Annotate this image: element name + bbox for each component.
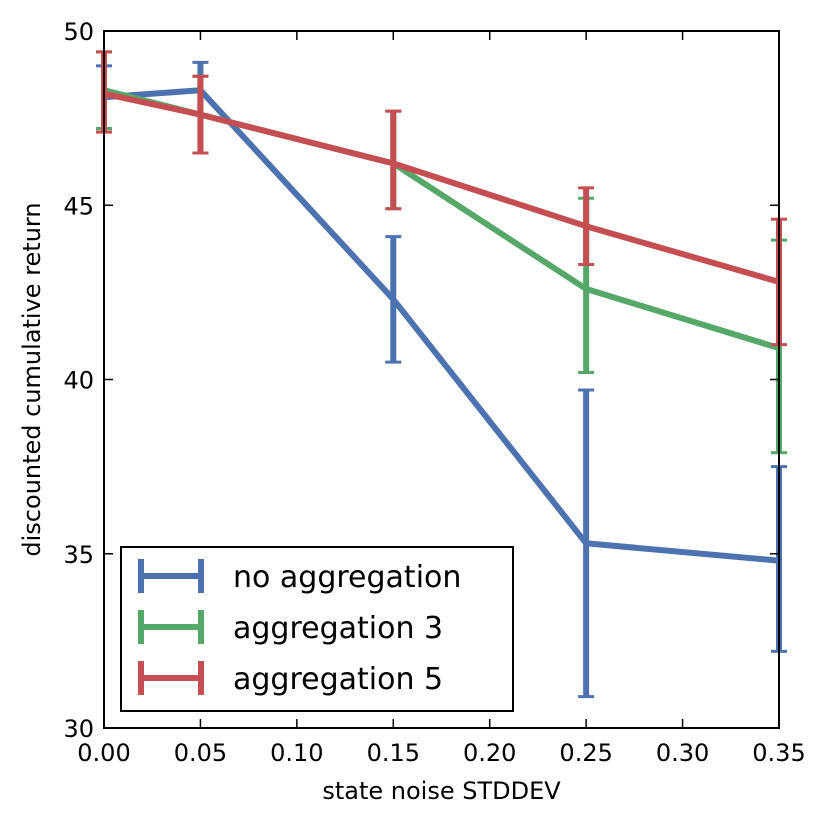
series-line — [103, 87, 780, 351]
y-tick-label: 30 — [63, 715, 94, 743]
x-tick-label: 0.35 — [752, 739, 805, 767]
x-tick-label: 0.00 — [77, 739, 130, 767]
x-tick-label: 0.20 — [463, 739, 516, 767]
ticks-layer: 0.00 0.05 0.10 0.15 0.20 0.25 0.30 0.35 30 35 40 45… — [63, 18, 805, 767]
legend-item: aggregation 3 — [138, 610, 443, 646]
x-tick-label: 0.25 — [559, 739, 612, 767]
y-tick-label: 35 — [63, 541, 94, 569]
legend: no aggregation aggregation 3 aggregation 5 — [120, 546, 514, 712]
legend-items: no aggregation aggregation 3 aggregation 5 — [138, 559, 461, 697]
x-axis-label: state noise STDDEV — [322, 777, 561, 805]
series-line — [103, 87, 780, 564]
legend-label: no aggregation — [233, 560, 461, 595]
y-tick-label: 50 — [63, 18, 94, 46]
x-tick-label: 0.05 — [174, 739, 227, 767]
legend-label: aggregation 5 — [233, 662, 443, 697]
y-axis-label: discounted cumulative return — [18, 202, 46, 556]
x-tick-label: 0.15 — [367, 739, 420, 767]
legend-item: no aggregation — [138, 559, 461, 595]
series-line — [103, 90, 780, 285]
legend-item: aggregation 5 — [138, 661, 443, 697]
legend-label: aggregation 3 — [233, 611, 443, 646]
x-tick-label: 0.30 — [656, 739, 709, 767]
x-tick-label: 0.10 — [270, 739, 323, 767]
y-tick-label: 40 — [63, 367, 94, 395]
y-tick-label: 45 — [63, 192, 94, 220]
